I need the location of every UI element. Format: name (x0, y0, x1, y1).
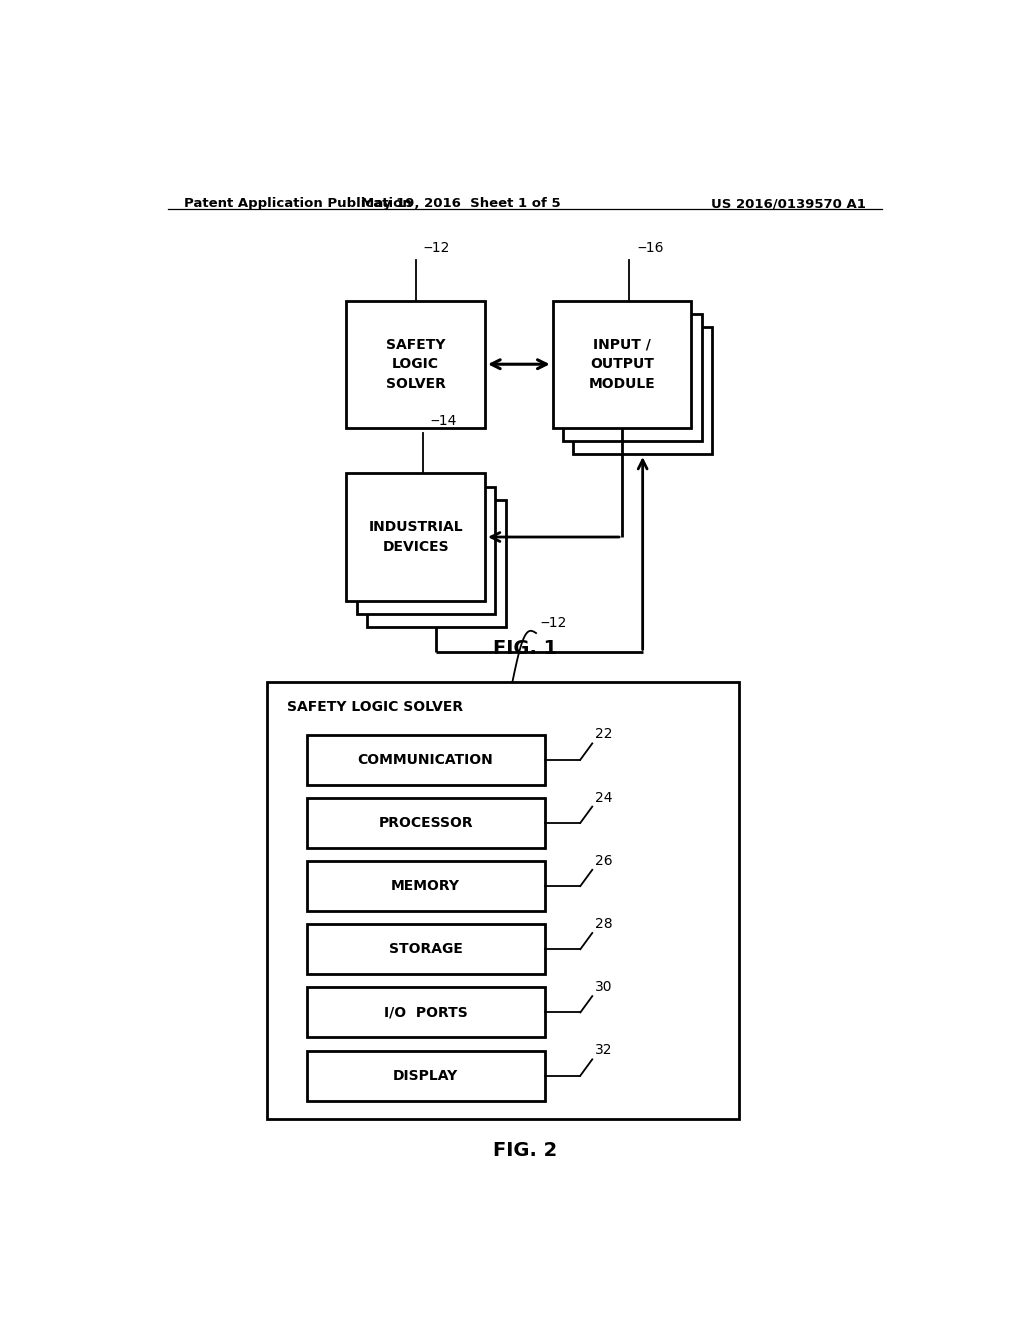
Text: STORAGE: STORAGE (389, 942, 463, 956)
Text: I/O  PORTS: I/O PORTS (384, 1006, 468, 1019)
Text: 22: 22 (595, 727, 613, 742)
Bar (306, 1051, 545, 1101)
Text: DISPLAY: DISPLAY (393, 1069, 458, 1082)
Text: 28: 28 (595, 917, 613, 931)
Bar (346, 474, 485, 601)
Bar (306, 924, 545, 974)
Text: SAFETY LOGIC SOLVER: SAFETY LOGIC SOLVER (287, 700, 463, 714)
Bar (306, 987, 545, 1038)
Text: 24: 24 (595, 791, 613, 805)
Text: ‒12: ‒12 (540, 616, 566, 630)
Bar (306, 861, 545, 911)
Text: May 19, 2016  Sheet 1 of 5: May 19, 2016 Sheet 1 of 5 (361, 197, 561, 210)
Bar (356, 487, 496, 614)
Text: ‒16: ‒16 (637, 242, 664, 255)
Text: COMMUNICATION: COMMUNICATION (357, 752, 494, 767)
Text: ‒12: ‒12 (424, 242, 450, 255)
Text: ‒14: ‒14 (430, 413, 457, 428)
Text: 26: 26 (595, 854, 613, 867)
Text: MEMORY: MEMORY (391, 879, 460, 894)
Text: 30: 30 (595, 981, 613, 994)
Bar (367, 500, 506, 627)
Bar (306, 735, 545, 784)
Text: FIG. 2: FIG. 2 (493, 1142, 557, 1160)
Bar (306, 797, 545, 847)
Text: PROCESSOR: PROCESSOR (378, 816, 473, 830)
Text: Patent Application Publication: Patent Application Publication (183, 197, 412, 210)
Text: SAFETY
LOGIC
SOLVER: SAFETY LOGIC SOLVER (386, 338, 445, 391)
Bar (346, 301, 485, 428)
Text: 32: 32 (595, 1043, 613, 1057)
Bar (573, 327, 712, 454)
Text: INDUSTRIAL
DEVICES: INDUSTRIAL DEVICES (369, 520, 463, 554)
Text: US 2016/0139570 A1: US 2016/0139570 A1 (712, 197, 866, 210)
Bar (563, 314, 701, 441)
Bar (267, 682, 739, 1119)
Bar (553, 301, 691, 428)
Text: INPUT /
OUTPUT
MODULE: INPUT / OUTPUT MODULE (589, 338, 655, 391)
Text: FIG. 1: FIG. 1 (493, 639, 557, 659)
